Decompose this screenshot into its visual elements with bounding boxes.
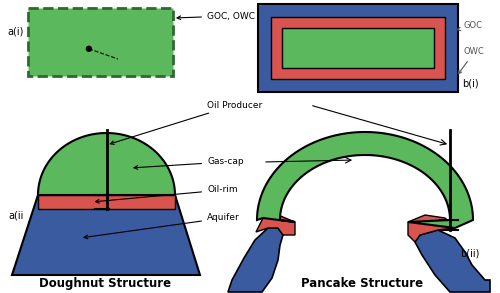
Text: a(i): a(i) <box>8 27 24 37</box>
Polygon shape <box>415 230 490 292</box>
Bar <box>271 17 445 79</box>
Bar <box>282 28 434 68</box>
Polygon shape <box>408 215 455 242</box>
Bar <box>28 8 173 76</box>
Text: GOC: GOC <box>457 21 483 30</box>
Text: Gas-cap: Gas-cap <box>134 158 244 169</box>
Text: Aquifer: Aquifer <box>84 214 240 239</box>
Text: GOC, OWC: GOC, OWC <box>177 11 255 21</box>
Polygon shape <box>12 195 200 275</box>
Text: Oil Producer: Oil Producer <box>110 100 262 144</box>
Bar <box>258 4 458 92</box>
Polygon shape <box>38 195 175 209</box>
Text: Doughnut Structure: Doughnut Structure <box>39 277 171 290</box>
Text: Oil-rim: Oil-rim <box>96 185 238 203</box>
Polygon shape <box>38 133 175 195</box>
Text: OWC: OWC <box>458 47 485 74</box>
Text: a(ii: a(ii <box>8 210 24 220</box>
Polygon shape <box>257 132 473 228</box>
Polygon shape <box>256 215 295 235</box>
Text: b(i): b(i) <box>462 79 478 89</box>
Text: Pancake Structure: Pancake Structure <box>301 277 423 290</box>
Ellipse shape <box>86 46 92 51</box>
Text: b(ii): b(ii) <box>460 248 479 258</box>
Polygon shape <box>228 228 283 292</box>
